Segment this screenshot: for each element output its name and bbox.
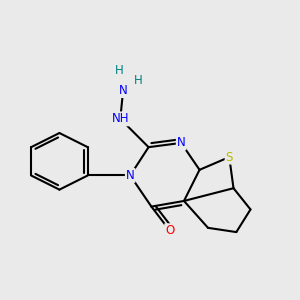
Text: O: O	[165, 224, 174, 237]
Text: H: H	[115, 64, 123, 77]
Text: N: N	[126, 169, 135, 182]
Text: N: N	[119, 84, 128, 97]
Text: N: N	[177, 136, 185, 149]
Text: H: H	[134, 74, 143, 87]
Text: NH: NH	[112, 112, 129, 125]
Text: S: S	[226, 151, 233, 164]
